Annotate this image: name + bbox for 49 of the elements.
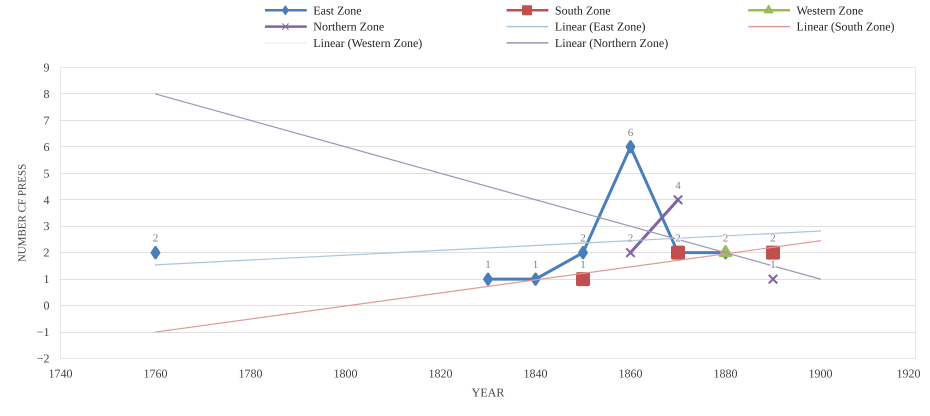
point [768,274,778,284]
data-label: 1 [770,259,776,272]
y-tick-label: 1 [44,272,50,286]
legend-label: Linear (Western Zone) [313,36,422,50]
y-tick-label: −2 [36,352,50,366]
point [672,194,684,206]
legend-label: East Zone [313,3,362,18]
x-tick-label: 1780 [238,366,262,380]
y-tick-label: 9 [44,60,50,74]
data-label: 1 [485,259,491,272]
data-label: 1 [580,259,586,272]
legend-label: Linear (East Zone) [554,20,646,34]
point [576,272,590,286]
point [625,247,636,258]
legend-label: Northern Zone [313,20,384,34]
y-tick-label: 0 [44,298,50,313]
legend-label: Western Zone [796,3,864,18]
legend-label: Linear (South Zone) [796,20,895,34]
x-tick-label: 1800 [334,366,358,380]
point [766,246,780,260]
y-tick-label: 3 [44,219,50,234]
x-tick-label: 1900 [808,366,832,380]
y-tick-label: 5 [44,166,50,180]
data-label: 2 [675,232,681,245]
x-tick-label: 1840 [524,366,548,380]
data-label: 2 [580,232,586,245]
y-tick-label: 2 [44,246,50,260]
y-tick-label: −1 [36,325,50,340]
data-label: 2 [152,232,158,245]
data-label: 2 [722,232,728,245]
x-tick-label: 1860 [618,366,642,380]
x-tick-label: 1920 [896,366,920,380]
x-tick-label: 1760 [144,366,168,380]
data-label: 2 [770,232,776,245]
y-tick-label: 6 [44,140,50,154]
y-tick-label: 8 [44,86,50,101]
x-tick-label: 1880 [714,366,738,380]
x-tick-label: 1740 [48,366,72,380]
y-tick-label: 7 [44,113,50,128]
data-label: 1 [532,259,538,272]
legend-label: Linear (Northern Zone) [554,36,668,50]
y-tick-label: 4 [44,192,50,207]
data-label: 4 [675,180,682,192]
y-axis-title: NUMBER CF PRESS [16,164,29,262]
x-tick-label: 1820 [428,366,452,380]
data-label: 2 [628,232,634,245]
data-label: 6 [628,126,634,139]
legend-label: South Zone [554,3,611,18]
x-axis-title: YEAR [472,386,504,400]
